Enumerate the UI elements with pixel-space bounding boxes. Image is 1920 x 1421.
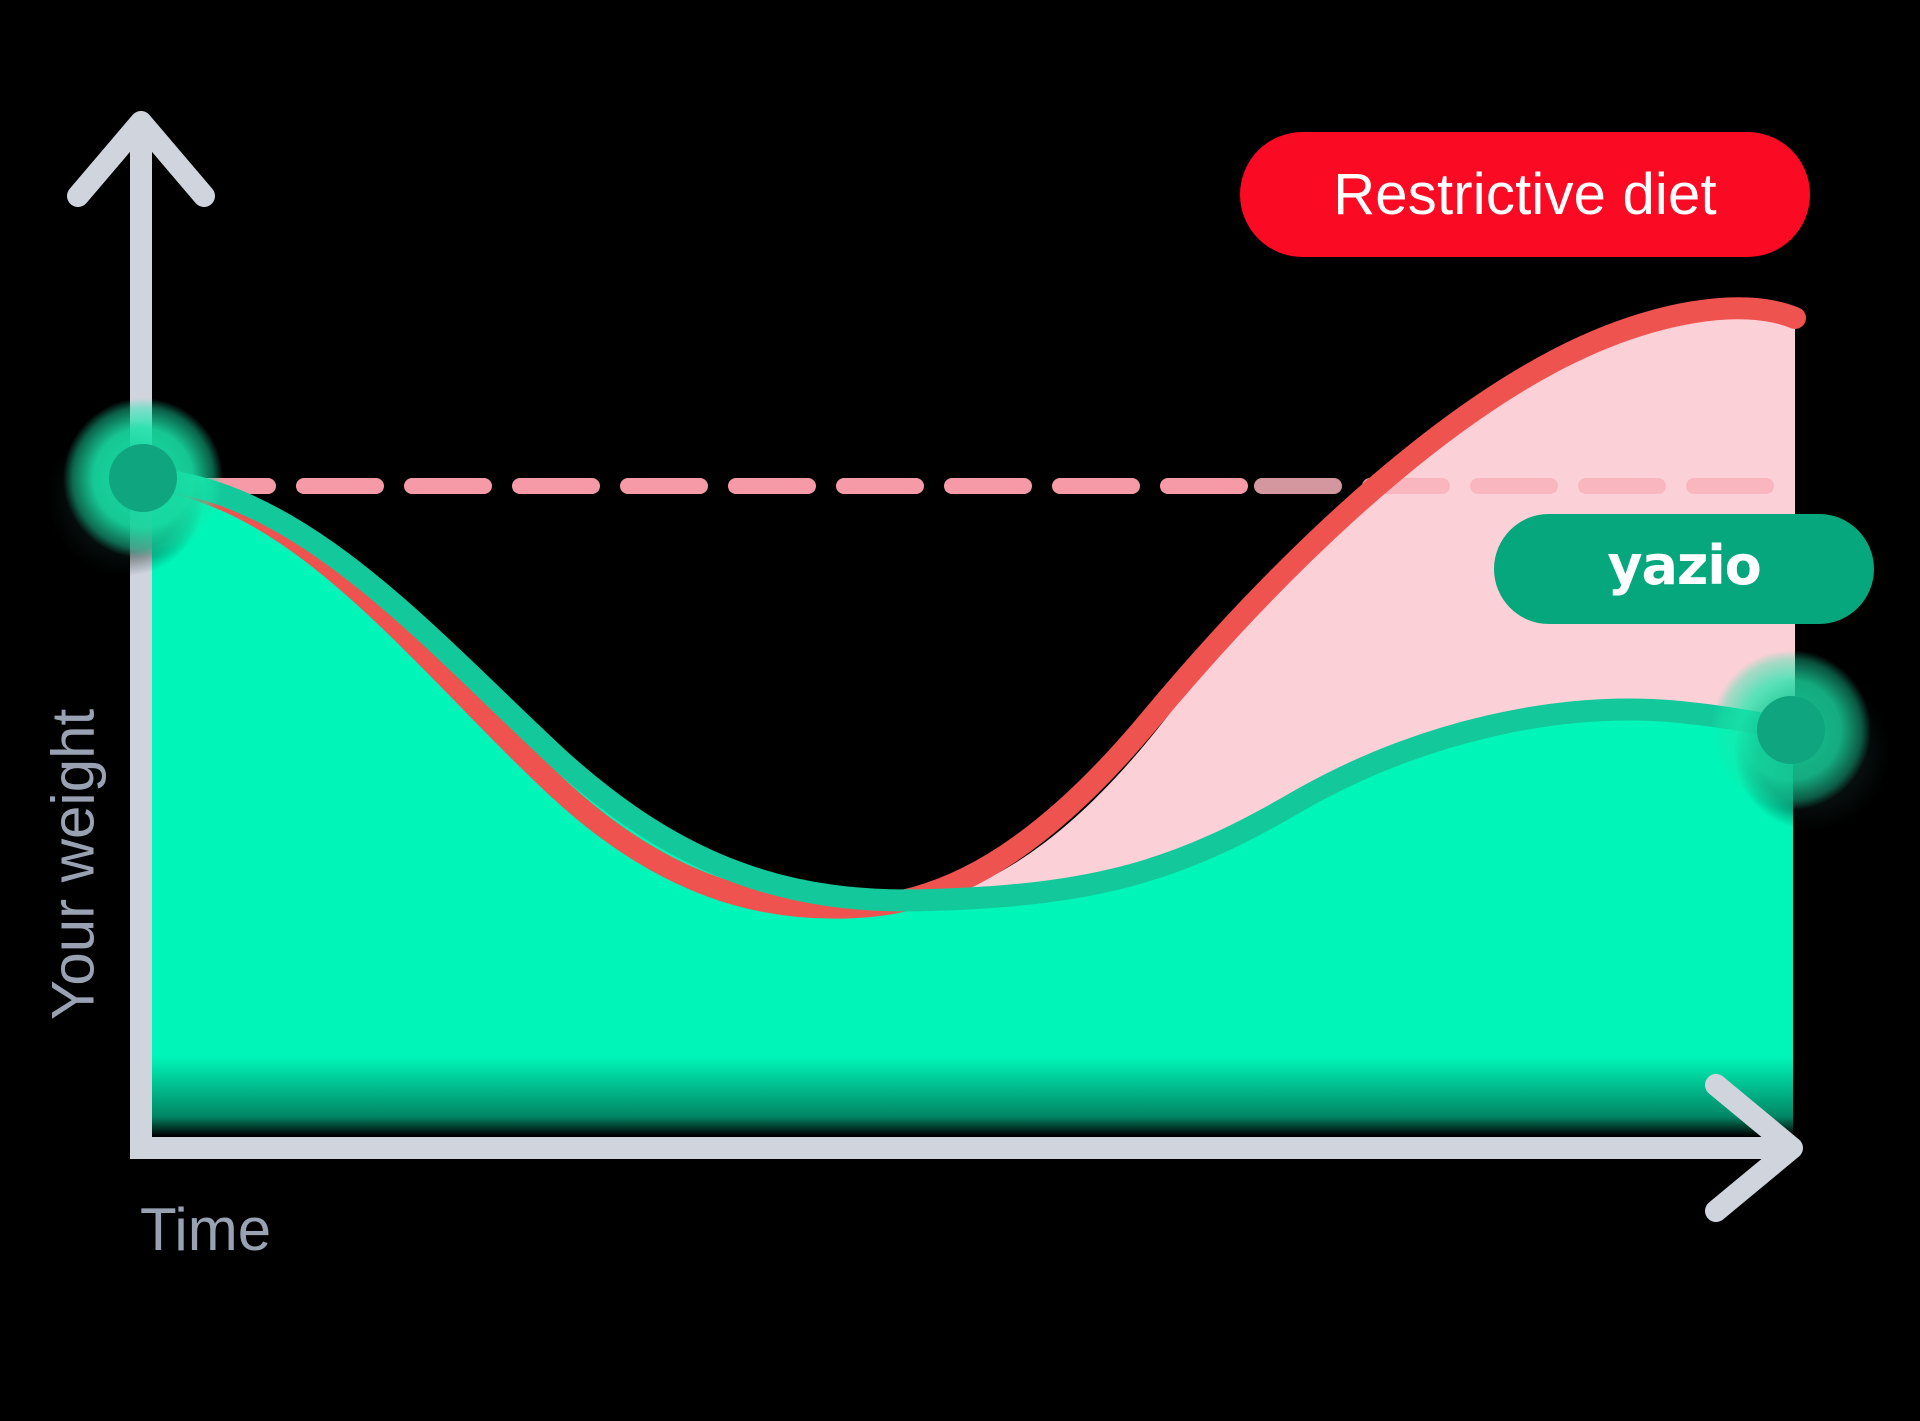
- yazio-wordmark: yazio: [1607, 538, 1760, 597]
- x-axis-label: Time: [140, 1196, 272, 1263]
- yazio-line: [130, 467, 1804, 912]
- x-axis: [130, 1074, 1803, 1222]
- legend-badge-restrictive-diet-label: Restrictive diet: [1333, 162, 1717, 227]
- end-point-marker: [1711, 650, 1890, 830]
- x-axis-arrow-icon: [1705, 1074, 1803, 1222]
- legend-badge-restrictive-diet[interactable]: Restrictive diet: [1240, 132, 1810, 257]
- start-point-marker: [48, 398, 223, 576]
- legend-badge-yazio[interactable]: yazio: [1494, 514, 1874, 624]
- y-axis-arrow-icon: [67, 111, 215, 207]
- pink-area-fill: [930, 309, 1795, 900]
- yazio-logo-icon: yazio: [1607, 538, 1761, 597]
- y-axis-label: Your weight: [39, 708, 107, 1021]
- start-point-dot: [109, 444, 177, 512]
- restrictive-diet-line: [130, 297, 1806, 919]
- y-axis: [67, 111, 215, 1148]
- green-area-fill: [141, 478, 1793, 1136]
- end-point-dot: [1757, 696, 1825, 764]
